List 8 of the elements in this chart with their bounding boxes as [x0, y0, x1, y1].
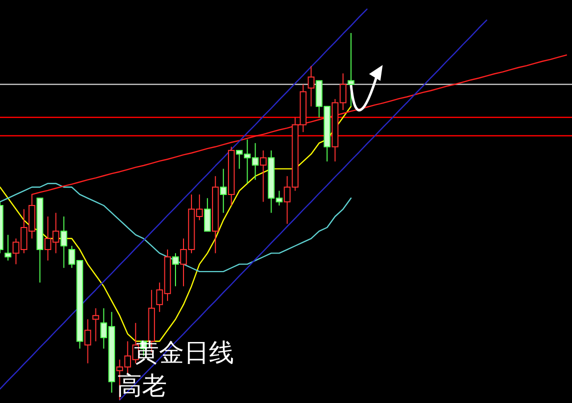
candlestick: [220, 168, 227, 214]
candlestick: [92, 308, 100, 342]
candlestick: [84, 318, 92, 364]
candlestick: [172, 252, 179, 287]
candlestick: [308, 66, 314, 107]
candlestick: [260, 150, 267, 202]
candlestick: [212, 176, 219, 254]
candlestick: [60, 216, 68, 268]
